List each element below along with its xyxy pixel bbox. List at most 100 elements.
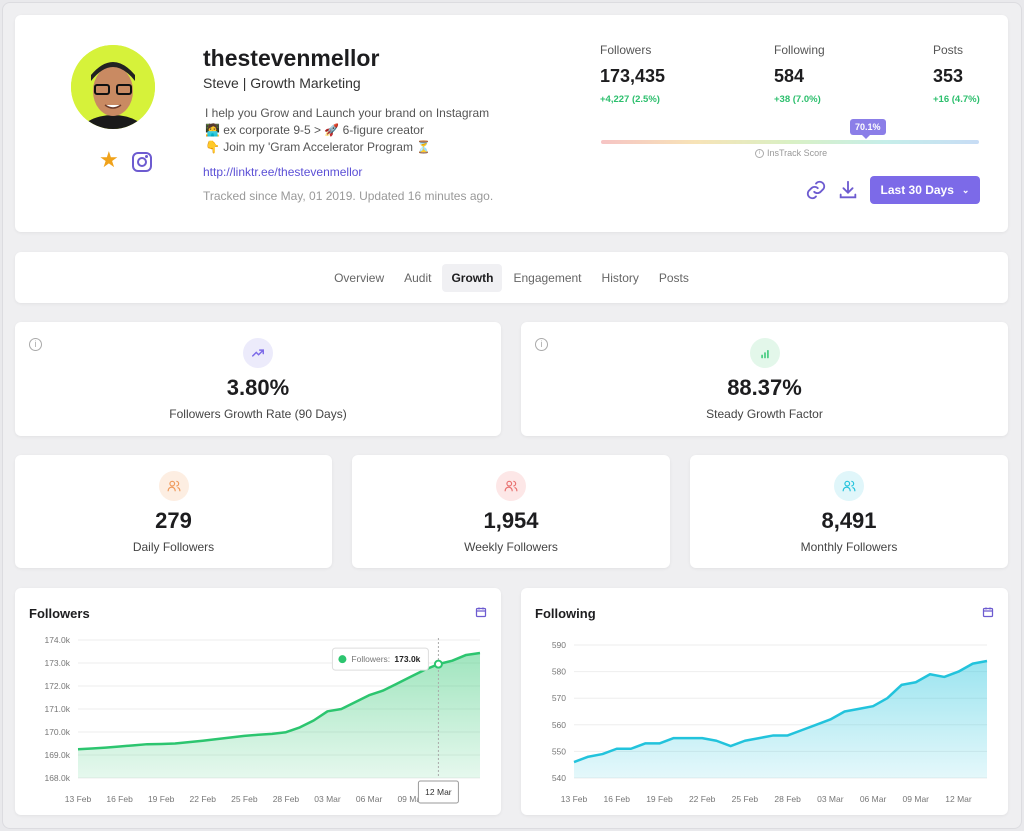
- x-tick-label: 25 Feb: [732, 794, 759, 804]
- tab-posts[interactable]: Posts: [658, 270, 689, 285]
- x-tick-label: 06 Mar: [860, 794, 887, 804]
- x-tick-label: 13 Feb: [65, 794, 92, 804]
- calendar-icon[interactable]: [475, 606, 487, 618]
- metric-value: 8,491: [821, 508, 877, 533]
- tab-growth[interactable]: Growth: [442, 263, 503, 292]
- y-tick-label: 590: [552, 640, 566, 650]
- x-tick-label: 25 Feb: [231, 794, 258, 804]
- metric-value: 1,954: [483, 508, 539, 533]
- trending-up-icon: [243, 338, 273, 368]
- x-tick-label: 16 Feb: [603, 794, 630, 804]
- metric-card-monthly: 8,491 Monthly Followers: [690, 455, 1008, 568]
- x-tick-label: 19 Feb: [148, 794, 175, 804]
- y-tick-label: 570: [552, 693, 566, 703]
- y-tick-label: 168.0k: [44, 773, 70, 783]
- star-icon[interactable]: ★: [99, 147, 119, 172]
- profile-bio: I help you Grow and Launch your brand on…: [205, 105, 489, 156]
- chevron-down-icon: ⌄: [961, 184, 970, 195]
- info-icon[interactable]: i: [29, 338, 42, 351]
- x-tick-label: 28 Feb: [774, 794, 801, 804]
- metric-caption: Followers Growth Rate (90 Days): [169, 407, 347, 421]
- stat-label: Followers: [600, 43, 652, 57]
- tab-history[interactable]: History: [601, 270, 639, 285]
- x-tick-label: 28 Feb: [273, 794, 300, 804]
- metric-caption: Weekly Followers: [464, 540, 558, 554]
- series-line: [77, 651, 481, 751]
- date-range-button[interactable]: Last 30 Days ⌄: [870, 176, 980, 204]
- followers-chart[interactable]: 168.0k 169.0k 170.0k 171.0k 172.0k 173.0k 174.…: [15, 588, 501, 815]
- x-tick-label: 13 Feb: [561, 794, 588, 804]
- profile-link[interactable]: http://linktr.ee/thestevenmellor: [203, 165, 363, 179]
- stat-value: 584: [774, 66, 805, 86]
- stat-label: Following: [774, 43, 825, 57]
- x-tick-label: 19 Feb: [646, 794, 673, 804]
- stat-change: +16 (4.7%): [933, 94, 980, 105]
- hover-point: [433, 659, 443, 669]
- bio-line: I help you Grow and Launch your brand on…: [205, 106, 490, 120]
- score-bar: [601, 140, 979, 144]
- stat-followers: Followers 173,435 +4,227 (2.5%): [600, 43, 665, 105]
- series-area: [574, 660, 987, 778]
- x-tick-label: 22 Feb: [190, 794, 217, 804]
- metric-caption: Monthly Followers: [800, 540, 898, 554]
- link-icon[interactable]: [805, 179, 827, 201]
- avatar[interactable]: [71, 45, 155, 129]
- metric-value: 3.80%: [226, 375, 290, 400]
- x-tick-label: 22 Feb: [689, 794, 716, 804]
- download-icon[interactable]: [837, 179, 859, 201]
- chart-tooltip: Followers: 173.0k: [331, 647, 429, 671]
- calendar-icon[interactable]: [982, 606, 994, 618]
- metric-card-steady-growth: i 88.37% Steady Growth Factor: [521, 322, 1008, 436]
- x-tick-label: 03 Mar: [817, 794, 844, 804]
- x-hover-text: 12 Mar: [425, 787, 452, 797]
- profile-subtitle: Steve | Growth Marketing: [203, 75, 361, 91]
- x-hover-label: 12 Mar: [417, 780, 459, 804]
- x-tick-label: 09 Mar: [397, 794, 424, 804]
- stat-value: 173,435: [600, 66, 666, 86]
- tab-overview[interactable]: Overview: [334, 270, 385, 285]
- metric-caption: Daily Followers: [132, 540, 215, 554]
- x-tick-label: 16 Feb: [106, 794, 133, 804]
- metric-card-daily: 279 Daily Followers: [15, 455, 332, 568]
- metric-card-growth-rate: i 3.80% Followers Growth Rate (90 Days): [15, 322, 501, 436]
- x-tick-label: 06 Mar: [356, 794, 383, 804]
- stat-change: +38 (7.0%): [774, 94, 821, 105]
- x-tick-label: 09 Mar: [903, 794, 930, 804]
- series-line: [573, 659, 988, 764]
- score-label: i InsTrack Score: [755, 148, 827, 158]
- users-icon: [496, 471, 526, 501]
- stat-change: +4,227 (2.5%): [600, 94, 660, 105]
- users-icon: [834, 471, 864, 501]
- stat-value: 353: [933, 66, 964, 86]
- info-icon: i: [755, 148, 764, 158]
- tooltip-label: Followers:: [351, 654, 390, 664]
- stat-label: Posts: [933, 43, 964, 57]
- stat-following: Following 584 +38 (7.0%): [774, 43, 825, 105]
- metric-value: 88.37%: [727, 375, 802, 400]
- y-tick-label: 169.0k: [44, 750, 70, 760]
- profile-card: ★ thestevenmellor Steve | Growth Marketi…: [15, 15, 1008, 232]
- score-badge: 70.1%: [849, 119, 886, 139]
- metric-caption: Steady Growth Factor: [706, 407, 823, 421]
- profile-username: thestevenmellor: [203, 45, 380, 71]
- following-chart[interactable]: 540 550 560 570 580 590 13 Feb 16 Feb 19 Feb 22 F…: [521, 588, 1008, 815]
- instagram-icon[interactable]: [132, 152, 152, 172]
- y-tick-label: 171.0k: [44, 704, 70, 714]
- following-chart-card: 540 550 560 570 580 590 13 Feb 16 Feb 19 Feb 22 F…: [521, 588, 1008, 815]
- tab-audit[interactable]: Audit: [404, 270, 432, 285]
- x-tick-label: 12 Mar: [945, 794, 972, 804]
- tab-engagement[interactable]: Engagement: [513, 270, 582, 285]
- tracked-since-text: Tracked since May, 01 2019. Updated 16 m…: [203, 189, 494, 203]
- users-icon: [158, 471, 189, 501]
- bio-line: 🧑‍💻 ex corporate 9-5 > 🚀 6-figure creato…: [205, 123, 424, 137]
- y-tick-label: 173.0k: [44, 658, 70, 668]
- info-icon[interactable]: i: [535, 338, 548, 351]
- y-tick-label: 540: [552, 773, 566, 783]
- chart-title: Followers: [29, 606, 90, 621]
- series-area: [78, 652, 480, 778]
- bio-line: 👇 Join my 'Gram Accelerator Program ⏳: [205, 140, 432, 154]
- bar-chart-icon: [749, 338, 780, 368]
- stat-posts: Posts 353 +16 (4.7%): [933, 43, 980, 105]
- tabs-bar: Overview Audit Growth Engagement History…: [15, 252, 1008, 303]
- metric-card-weekly: 1,954 Weekly Followers: [352, 455, 670, 568]
